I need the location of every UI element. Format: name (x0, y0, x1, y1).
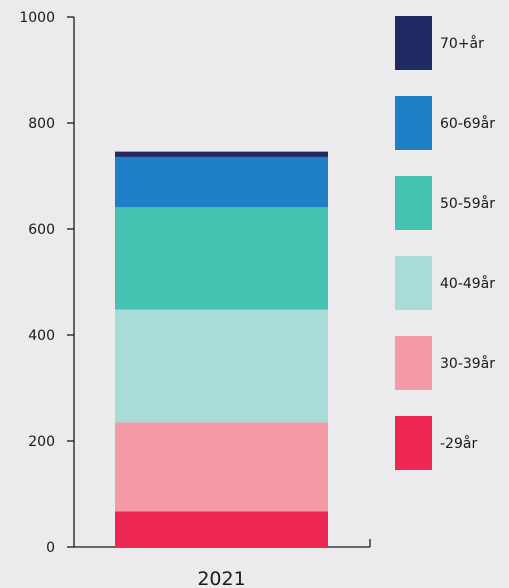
legend-label: -29år (440, 435, 477, 452)
legend-label: 70+år (440, 35, 484, 52)
legend-swatch (395, 336, 432, 390)
legend-label: 40-49år (440, 275, 495, 292)
bar-segment--29år (115, 511, 328, 547)
y-tick-label: 800 (28, 116, 55, 132)
bar-segment-50-59år (115, 207, 328, 310)
y-tick-label: 400 (28, 328, 55, 344)
y-tick-label: 600 (28, 222, 55, 238)
bar-segment-40-49år (115, 309, 328, 423)
legend-swatch (395, 16, 432, 70)
y-axis: 0 200 400 600 800 1000 (19, 10, 75, 556)
legend-swatch (395, 96, 432, 150)
x-tick-label: 2021 (197, 568, 245, 588)
y-tick-label: 1000 (19, 10, 55, 26)
y-tick-label: 200 (28, 434, 55, 450)
legend-label: 60-69år (440, 115, 495, 132)
legend-swatch (395, 256, 432, 310)
y-tick-label: 0 (46, 540, 55, 556)
legend-swatch (395, 416, 432, 470)
bar-segment-70+år (115, 151, 328, 157)
bar-segment-30-39år (115, 422, 328, 512)
legend-label: 30-39år (440, 355, 495, 372)
legend: 70+år 60-69år 50-59år 40-49år 30-39år -29år (395, 16, 495, 470)
bar-stack (115, 151, 328, 547)
legend-swatch (395, 176, 432, 230)
legend-label: 50-59år (440, 195, 495, 212)
bar-segment-60-69år (115, 156, 328, 208)
